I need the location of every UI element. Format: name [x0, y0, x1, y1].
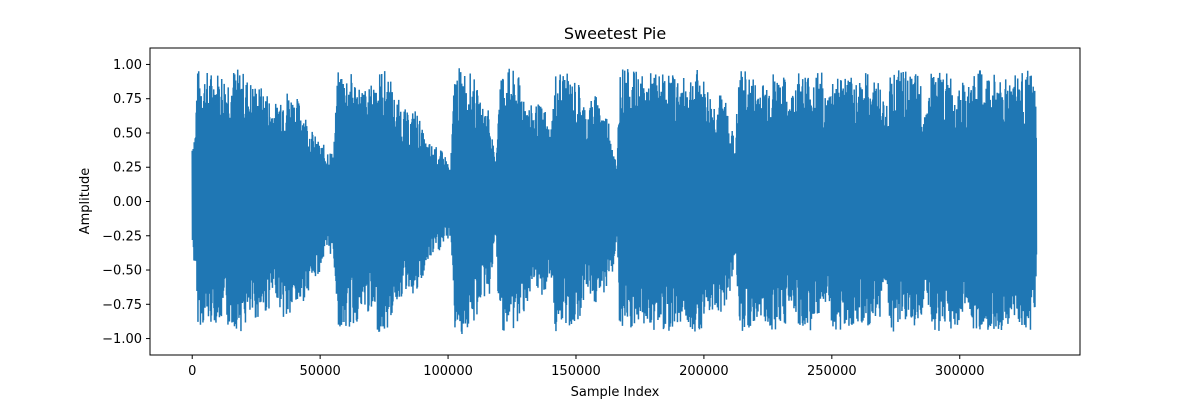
y-tick-label: 0.25	[113, 161, 142, 176]
chart-title: Sweetest Pie	[564, 24, 666, 43]
y-tick-label: 0.50	[113, 126, 142, 141]
y-tick-label: −0.25	[102, 229, 142, 244]
y-tick-label: −0.50	[102, 264, 142, 279]
x-tick-label: 100000	[423, 364, 473, 379]
x-axis: 0 50000 100000 150000 200000 250000 300000	[188, 355, 985, 379]
y-axis-label: Amplitude	[78, 168, 93, 235]
x-tick-label: 0	[188, 364, 196, 379]
waveform-series-line	[191, 68, 1038, 334]
y-axis: 1.00 0.75 0.50 0.25 0.00 −0.25 −0.50 −0.75 −1.00	[102, 58, 150, 347]
x-tick-label: 150000	[551, 364, 601, 379]
x-tick-label: 200000	[679, 364, 729, 379]
y-tick-label: 1.00	[113, 58, 142, 73]
x-tick-label: 300000	[935, 364, 985, 379]
x-axis-label: Sample Index	[571, 385, 660, 400]
y-tick-label: −1.00	[102, 332, 142, 347]
y-tick-label: 0.00	[113, 195, 142, 210]
plot-frame	[149, 47, 1081, 356]
x-tick-label: 250000	[807, 364, 857, 379]
y-tick-label: −0.75	[102, 298, 142, 313]
y-tick-label: 0.75	[113, 92, 142, 107]
plot-area	[191, 68, 1038, 334]
x-tick-label: 50000	[299, 364, 340, 379]
